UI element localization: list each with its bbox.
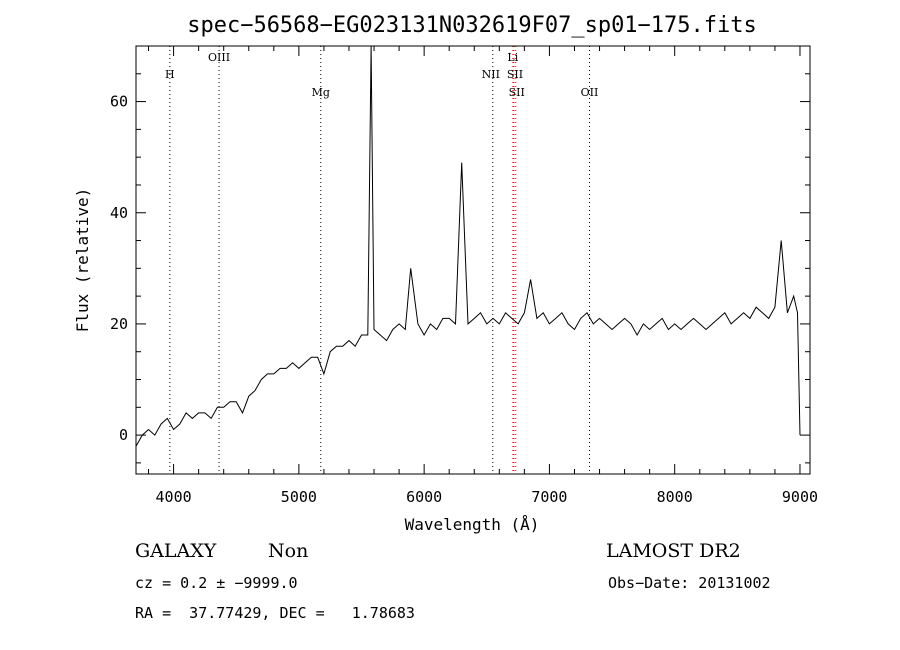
spectral-line-label: Li: [507, 51, 518, 64]
x-tick-label: 7000: [531, 488, 567, 506]
redshift-text: cz = 0.2 ± −9999.0: [135, 574, 298, 592]
obs-date-text: Obs−Date: 20131002: [608, 574, 771, 592]
spectrum-series-0: [135, 45, 801, 447]
x-axis-label: Wavelength (Å): [405, 515, 540, 534]
x-tick-label: 9000: [782, 488, 818, 506]
spectral-line-label: Mg: [312, 86, 330, 99]
chart-title: spec−56568−EG023131N032619F07_sp01−175.f…: [187, 13, 757, 38]
spectral-line-label: OII: [581, 86, 599, 99]
plot-frame: [135, 45, 811, 475]
y-tick-label: 20: [110, 315, 128, 333]
x-tick-label: 6000: [406, 488, 442, 506]
spectral-line-label: SII: [509, 86, 525, 99]
y-axis-label: Flux (relative): [73, 188, 92, 333]
object-subclass-label: Non: [268, 540, 309, 562]
coordinates-text: RA = 37.77429, DEC = 1.78683: [135, 604, 415, 622]
y-tick-label: 0: [119, 426, 128, 444]
spectral-line-label: OIII: [208, 51, 230, 64]
spectral-line-label: H: [165, 68, 175, 81]
x-tick-label: 4000: [156, 488, 192, 506]
y-tick-label: 40: [110, 204, 128, 222]
spectral-line-label: NII: [482, 68, 500, 81]
plot-area: H OIII Mg NII Li SII SII OII 4000 5000 6000 7000 800…: [110, 45, 818, 506]
survey-label: LAMOST DR2: [606, 540, 741, 562]
x-tick-label: 5000: [281, 488, 317, 506]
x-tick-label: 8000: [657, 488, 693, 506]
y-tick-label: 60: [110, 93, 128, 111]
spectral-line-label: SII: [507, 68, 523, 81]
object-class-label: GALAXY: [135, 540, 217, 562]
